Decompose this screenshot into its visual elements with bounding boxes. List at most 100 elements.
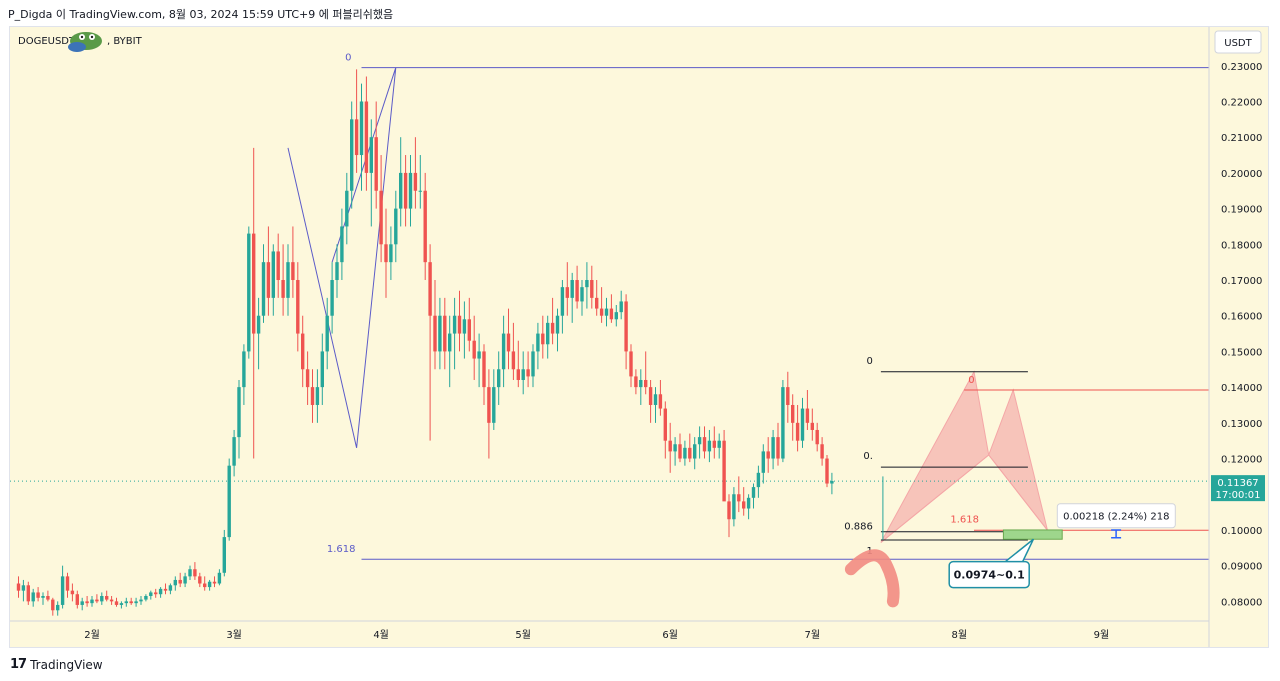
candle: [296, 262, 300, 352]
candle: [399, 137, 403, 227]
candle-body: [609, 308, 614, 320]
candle-body: [51, 599, 55, 611]
candle-body: [550, 322, 555, 334]
candle-body: [384, 244, 388, 263]
candle: [286, 244, 290, 316]
candle-body: [183, 576, 187, 584]
candle-body: [761, 451, 765, 473]
candle-body: [389, 244, 393, 263]
candle-body: [639, 379, 643, 388]
candle: [335, 244, 339, 298]
candle-body: [256, 315, 261, 334]
candle: [457, 290, 462, 352]
candle-body: [526, 369, 530, 377]
candle-body: [276, 251, 280, 281]
candle: [31, 588, 35, 607]
time-axis[interactable]: 2월 3월 4월 5월 6월 7월 8월 9월: [84, 629, 1109, 641]
candle-body: [286, 262, 290, 298]
candle: [639, 369, 643, 405]
symbol-label: DOGEUSDT: [18, 36, 76, 47]
candle: [109, 596, 114, 605]
candle-body: [795, 422, 800, 441]
candle: [487, 369, 491, 459]
publish-byline: P_Digda 이 TradingView.com, 8월 03, 2024 1…: [8, 8, 394, 21]
candle: [95, 594, 99, 604]
candle-body: [536, 333, 540, 352]
candle-body: [541, 333, 545, 345]
candle: [472, 315, 476, 380]
candle: [536, 322, 540, 370]
candle: [746, 494, 751, 520]
price-tick-label: 0.16000: [1221, 312, 1262, 323]
candle-body: [693, 444, 697, 459]
candle: [590, 265, 594, 309]
candle: [727, 494, 731, 538]
candle-body: [673, 444, 677, 452]
price-tick-label: 0.18000: [1221, 240, 1262, 251]
candle: [315, 369, 320, 423]
price-tick-label: 0.15000: [1221, 347, 1262, 358]
candle: [663, 401, 667, 459]
candle-body: [825, 458, 829, 484]
chart-panel[interactable]: 0 1.618 0 0. 0.886 1 0 1.618 0.0974~0.1 0.00218 …: [9, 26, 1269, 648]
candle-body: [325, 315, 329, 352]
candle: [413, 137, 418, 209]
candle: [114, 597, 119, 607]
candle-body: [178, 579, 182, 584]
candle: [227, 458, 231, 541]
candle-body: [227, 465, 231, 538]
time-tick-label: 5월: [515, 629, 531, 641]
candle-body: [80, 601, 84, 605]
candle: [163, 583, 168, 595]
candle: [389, 226, 393, 281]
candle-body: [599, 308, 604, 316]
candle: [423, 172, 427, 281]
candle: [722, 429, 726, 502]
price-tick-label: 0.13000: [1221, 419, 1262, 430]
candle-body: [472, 340, 476, 359]
candle-body: [433, 315, 437, 352]
candle-body: [105, 596, 109, 600]
candle-body: [16, 583, 21, 591]
candle: [781, 379, 785, 463]
candle-body: [746, 497, 751, 509]
price-axis[interactable]: 0.23000 0.22000 0.21000 0.20000 0.19000 0.180…: [1221, 62, 1262, 609]
candle: [310, 369, 315, 423]
candle: [766, 437, 770, 473]
candle: [16, 576, 21, 598]
candle: [702, 426, 707, 459]
candle: [443, 297, 447, 370]
candle-body: [320, 351, 324, 388]
exchange-label: , BYBIT: [107, 36, 143, 47]
candle: [653, 387, 658, 423]
currency-button[interactable]: [1214, 30, 1262, 54]
candle-body: [756, 472, 761, 488]
price-tick-label: 0.12000: [1221, 455, 1262, 466]
candle-body: [737, 494, 741, 502]
candle-body: [158, 588, 163, 595]
zone-callout-box: [948, 560, 1030, 589]
candle: [394, 190, 398, 263]
candle-body: [482, 351, 486, 388]
current-price-value: 0.11367: [1217, 478, 1258, 489]
candle: [100, 592, 104, 605]
candle-body: [443, 315, 447, 352]
candle-body: [467, 319, 471, 341]
measure-range-icon: [1111, 529, 1122, 539]
candle-body: [428, 262, 432, 316]
candle: [438, 297, 442, 370]
candle: [737, 476, 741, 513]
candle-body: [448, 333, 452, 352]
small-fib-level-0886-label: 0.886: [844, 522, 873, 533]
price-tick-label: 0.09000: [1221, 562, 1262, 573]
candle-body: [100, 596, 104, 602]
candle-body: [124, 601, 128, 604]
candle-body: [301, 333, 305, 370]
tradingview-footer[interactable]: 17 TradingView: [10, 657, 103, 672]
price-tick-label: 0.14000: [1221, 383, 1262, 394]
time-tick-label: 2월: [84, 629, 100, 641]
candle-body: [590, 280, 594, 298]
candle-body: [624, 301, 628, 352]
candle-body: [830, 481, 834, 484]
